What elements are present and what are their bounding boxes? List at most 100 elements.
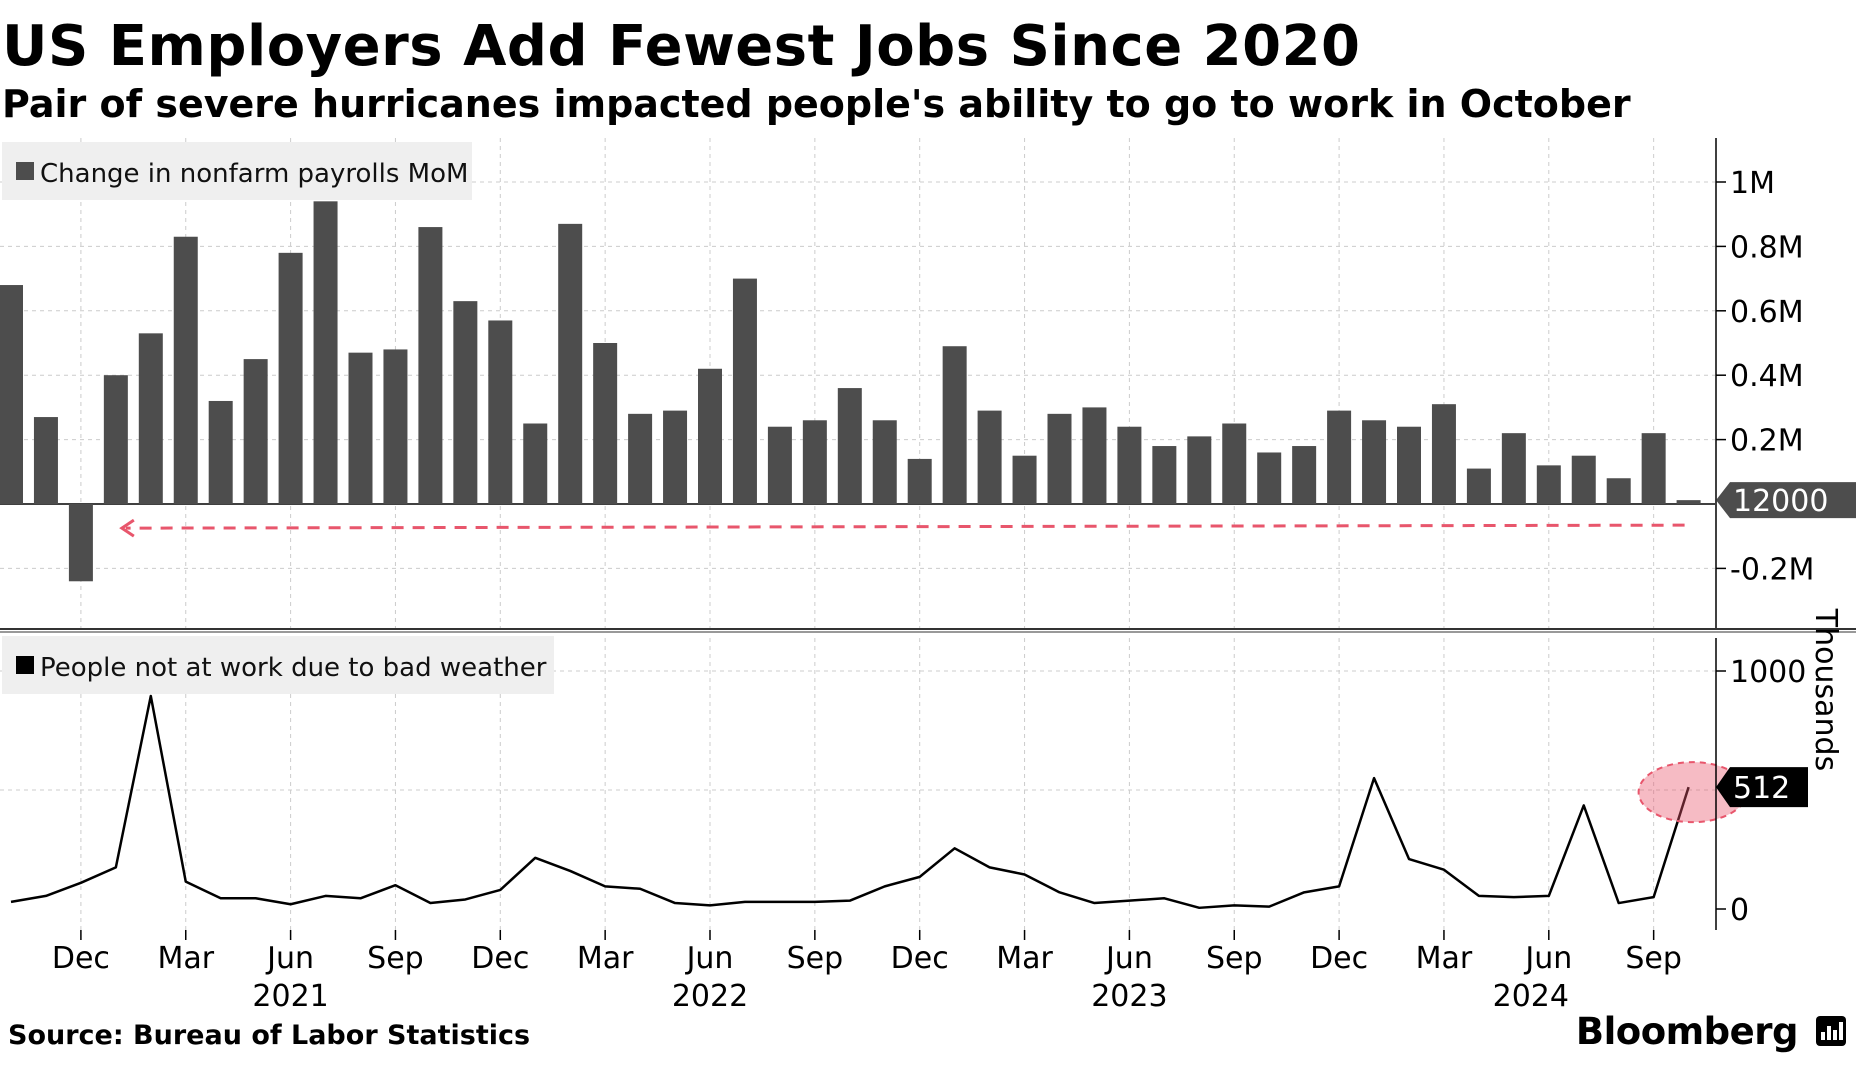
bar xyxy=(523,423,548,504)
bar xyxy=(1431,404,1456,504)
bar xyxy=(1187,436,1212,504)
latest-value-tag-top xyxy=(1716,482,1856,519)
x-tick-label: Jun xyxy=(1104,941,1153,976)
bar xyxy=(1571,455,1596,504)
x-tick-label: Mar xyxy=(577,941,634,976)
x-year-label: 2024 xyxy=(1493,979,1569,1014)
gridlines xyxy=(0,138,1715,930)
chart-subtitle: Pair of severe hurricanes impacted peopl… xyxy=(2,82,1631,126)
latest-value-tag-bottom xyxy=(1716,767,1808,808)
bar xyxy=(453,301,478,504)
y-tick-label: 1000 xyxy=(1730,655,1806,690)
bar xyxy=(1501,433,1526,504)
bar xyxy=(1082,407,1107,504)
legend-top-label: Change in nonfarm payrolls MoM xyxy=(40,159,468,189)
bloomberg-terminal-icon xyxy=(1816,1016,1846,1046)
weather-series-line xyxy=(10,694,1690,910)
bar xyxy=(1606,478,1631,504)
axes: 1M 0.8M 0.6M 0.4M 0.2M -0.2M 12000 1000 0 512 Dec M… xyxy=(0,138,1856,1014)
bar xyxy=(1641,433,1666,504)
bar xyxy=(313,201,338,504)
bar xyxy=(1152,446,1177,504)
x-tick-label: Jun xyxy=(1523,941,1572,976)
y-tick-label: 0.4M xyxy=(1730,359,1804,394)
x-tick-label: Mar xyxy=(1416,941,1473,976)
x-tick-label: Mar xyxy=(996,941,1053,976)
bar xyxy=(33,417,58,504)
bar xyxy=(872,420,897,504)
bar xyxy=(1257,452,1282,504)
bar xyxy=(243,359,268,504)
payrolls-bars xyxy=(0,201,1701,582)
legend-top: Change in nonfarm payrolls MoM xyxy=(2,142,472,200)
bar xyxy=(383,349,408,504)
bar xyxy=(802,420,827,504)
bar xyxy=(663,410,688,504)
bar xyxy=(1536,465,1561,504)
bar xyxy=(1676,500,1701,504)
annotations xyxy=(119,518,1748,824)
x-tick-label: Sep xyxy=(1206,941,1263,976)
comparison-arrow-head xyxy=(119,518,135,538)
x-tick-label: Mar xyxy=(157,941,214,976)
bar xyxy=(558,223,583,505)
bar xyxy=(1466,468,1491,504)
x-tick-label: Jun xyxy=(685,941,734,976)
bar xyxy=(103,375,128,504)
x-year-label: 2023 xyxy=(1091,979,1167,1014)
bar xyxy=(0,285,23,504)
comparison-arrow-line xyxy=(125,523,1685,530)
x-year-label: 2021 xyxy=(252,979,328,1014)
y-axis-title-thousands: Thousands xyxy=(1808,608,1843,771)
bar xyxy=(1117,426,1142,504)
bar xyxy=(278,252,303,504)
bar xyxy=(942,346,967,504)
latest-value-label-bottom: 512 xyxy=(1733,771,1790,806)
x-tick-label: Jun xyxy=(265,941,314,976)
bar xyxy=(208,400,233,504)
bar xyxy=(418,227,443,504)
bar xyxy=(1012,455,1037,504)
x-tick-label: Sep xyxy=(1625,941,1682,976)
chart-title: US Employers Add Fewest Jobs Since 2020 xyxy=(2,14,1361,79)
bar xyxy=(173,236,198,505)
legend-bottom: People not at work due to bad weather xyxy=(2,636,554,694)
bar xyxy=(1047,413,1072,504)
y-tick-label: -0.2M xyxy=(1730,552,1814,587)
bar xyxy=(1222,423,1247,504)
y-tick-label: 1M xyxy=(1730,166,1775,201)
legend-bottom-bg xyxy=(2,636,554,694)
bar xyxy=(1327,410,1352,504)
x-tick-label: Sep xyxy=(367,941,424,976)
x-tick-label: Dec xyxy=(1310,941,1368,976)
x-tick-label: Sep xyxy=(787,941,844,976)
bar xyxy=(68,504,93,582)
bar xyxy=(1397,426,1421,504)
weather-line xyxy=(10,694,1690,910)
bar xyxy=(628,413,653,504)
legend-top-bg xyxy=(2,142,472,200)
legend-top-swatch xyxy=(16,162,34,180)
y-tick-label: 0 xyxy=(1730,893,1749,928)
legend-bottom-label: People not at work due to bad weather xyxy=(40,653,547,683)
x-year-label: 2022 xyxy=(672,979,748,1014)
bloomberg-logo: Bloomberg xyxy=(1575,1010,1799,1053)
bar xyxy=(1362,420,1387,504)
y-tick-label: 0.6M xyxy=(1730,295,1804,330)
bar xyxy=(767,426,792,504)
bar xyxy=(907,458,932,504)
x-tick-label: Dec xyxy=(52,941,110,976)
source-note: Source: Bureau of Labor Statistics xyxy=(8,1020,531,1051)
legend-bottom-swatch xyxy=(16,656,34,674)
bar xyxy=(698,368,722,504)
bar xyxy=(977,410,1002,504)
bar xyxy=(348,352,373,504)
bar xyxy=(837,388,862,504)
bar xyxy=(593,343,618,504)
latest-value-label-top: 12000 xyxy=(1733,484,1828,519)
bar xyxy=(138,333,163,504)
bar xyxy=(488,320,513,504)
bar xyxy=(732,278,757,504)
bar xyxy=(1292,446,1317,504)
